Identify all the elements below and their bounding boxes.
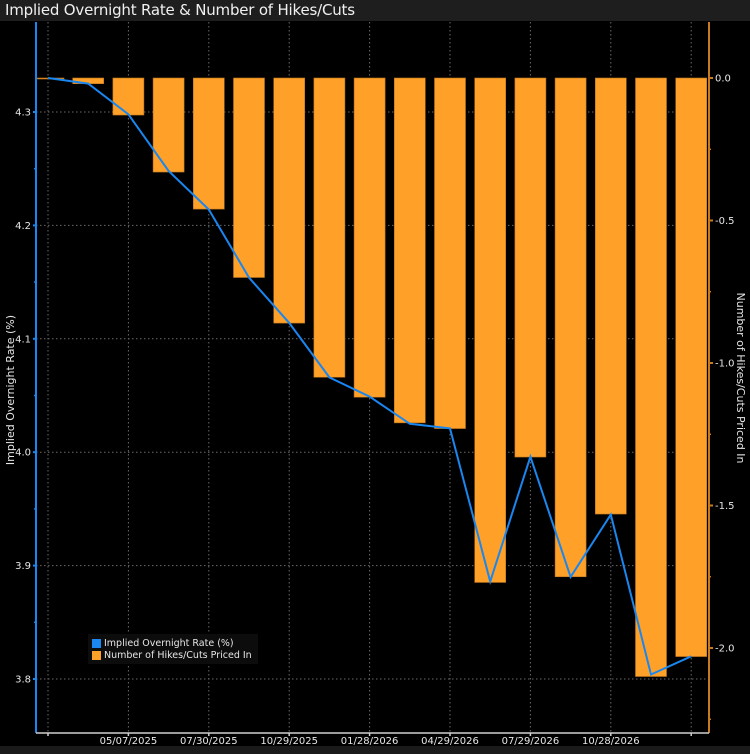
legend: Implied Overnight Rate (%) Number of Hik…	[88, 634, 258, 664]
bar	[313, 77, 346, 378]
legend-swatch-hikes	[92, 650, 101, 660]
legend-item-hikes: Number of Hikes/Cuts Priced In	[92, 649, 252, 661]
left-axis-tick-label: 4.3	[15, 108, 31, 119]
bar	[273, 77, 306, 324]
legend-label-hikes: Number of Hikes/Cuts Priced In	[104, 649, 252, 661]
axes: 4.3 4.2 4.1 4.0 3.9 3.8 0.0 -0.5 -1.0 -1.5 -2.0 05/…	[15, 22, 735, 747]
bar-series	[36, 77, 708, 677]
bar	[635, 77, 667, 677]
legend-item-rate: Implied Overnight Rate (%)	[92, 637, 252, 649]
x-axis-tick-label: 04/29/2026	[421, 736, 479, 747]
left-axis-title: Implied Overnight Rate (%)	[4, 315, 17, 465]
left-axis-tick-label: 3.9	[15, 561, 31, 572]
line-series	[47, 77, 692, 676]
bar	[233, 77, 265, 278]
x-axis-tick-label: 10/28/2026	[582, 736, 640, 747]
legend-label-rate: Implied Overnight Rate (%)	[104, 637, 234, 649]
footer-bar	[0, 746, 750, 754]
left-axis-tick-label: 3.8	[15, 675, 31, 686]
bar	[353, 77, 386, 398]
bar	[193, 77, 225, 210]
right-axis-tick-label: -0.5	[715, 216, 735, 227]
chart-title: Implied Overnight Rate & Number of Hikes…	[5, 1, 355, 19]
left-axis-tick-label: 4.1	[15, 334, 31, 345]
x-axis-tick-label: 07/30/2025	[180, 736, 238, 747]
bar	[594, 77, 627, 515]
bar	[434, 77, 466, 429]
right-axis-title: Number of Hikes/Cuts Priced In	[734, 292, 747, 463]
right-axis-tick-label: -1.0	[715, 359, 735, 370]
bar	[675, 77, 708, 657]
bar	[554, 77, 587, 578]
right-axis-tick-label: 0.0	[715, 74, 731, 85]
bar	[393, 77, 426, 424]
bar	[474, 77, 507, 583]
right-axis-tick-label: -1.5	[715, 501, 735, 512]
x-axis-tick-label: 01/28/2026	[341, 736, 399, 747]
right-axis-tick-label: -2.0	[715, 644, 735, 655]
left-axis-tick-label: 4.2	[15, 221, 31, 232]
legend-swatch-rate	[92, 638, 101, 648]
chart-header: Implied Overnight Rate & Number of Hikes…	[0, 0, 750, 21]
bar	[514, 77, 547, 458]
x-axis-tick-label: 10/29/2025	[260, 736, 318, 747]
bar	[112, 77, 145, 116]
x-axis-tick-label: 07/29/2026	[502, 736, 560, 747]
left-axis-tick-label: 4.0	[15, 448, 31, 459]
x-axis-tick-label: 05/07/2025	[100, 736, 158, 747]
bar	[152, 77, 185, 173]
